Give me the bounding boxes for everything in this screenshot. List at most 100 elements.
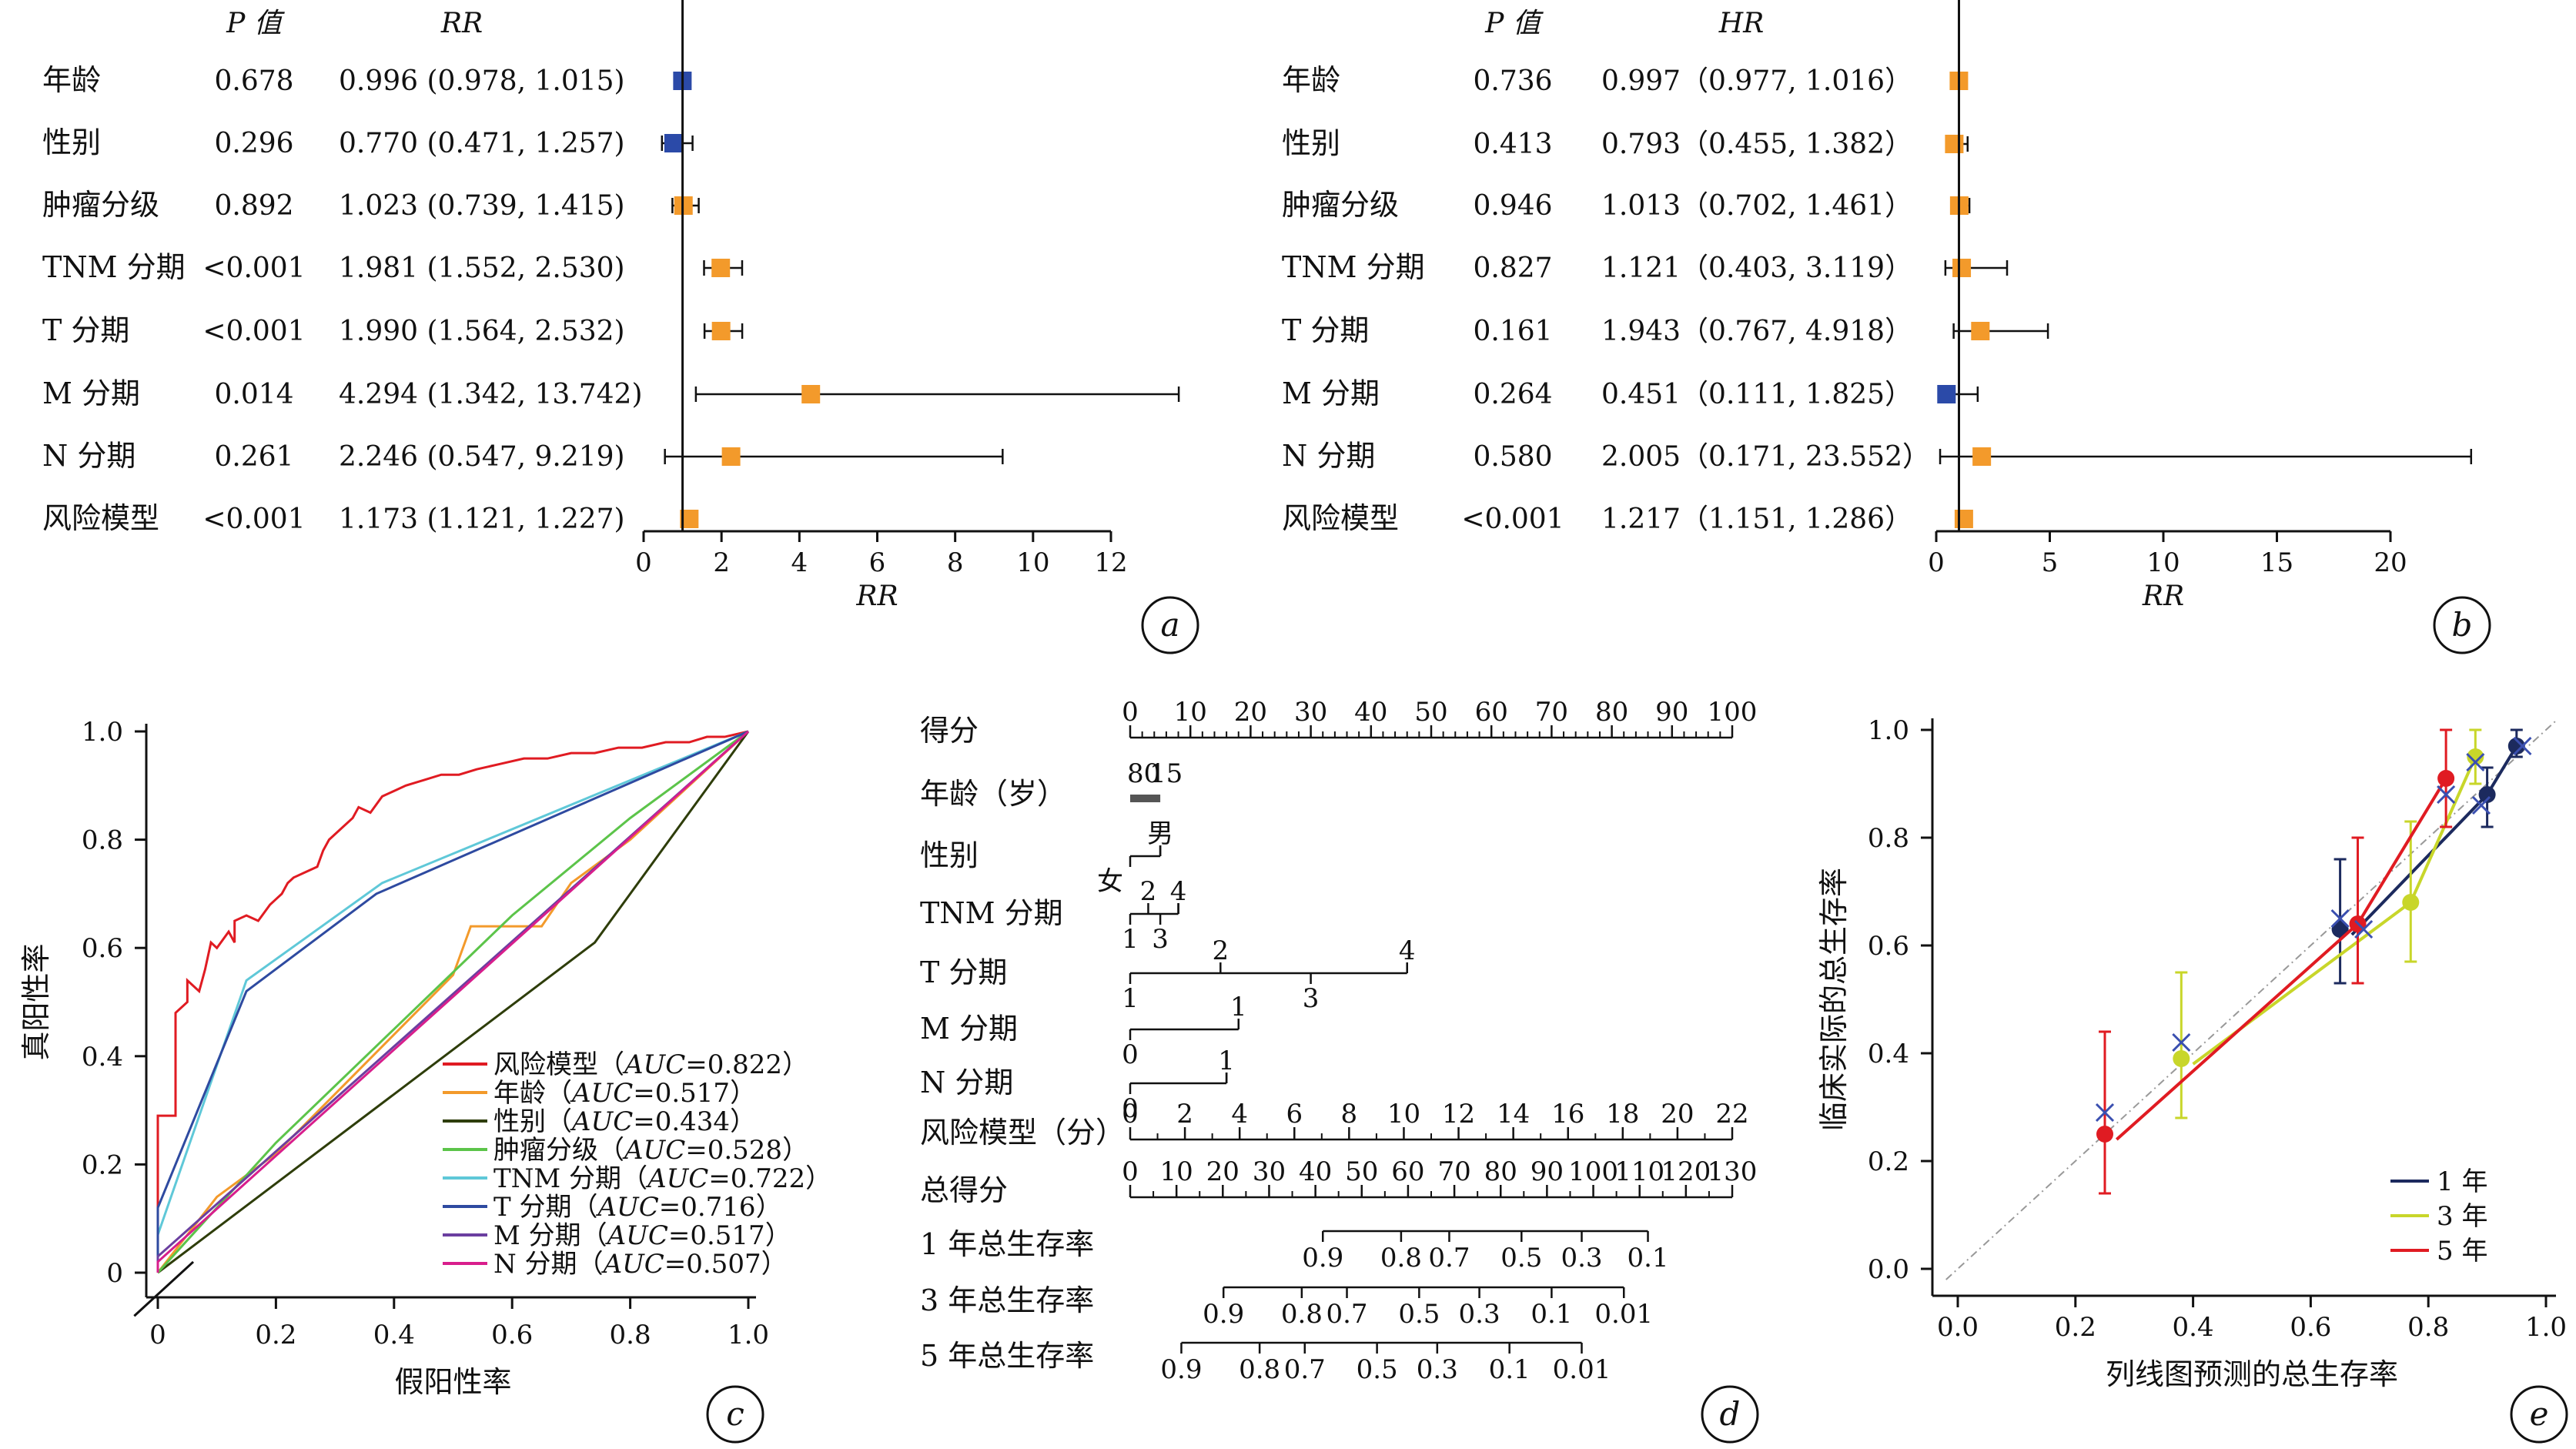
legend-auc: =0.507 (664, 1249, 761, 1280)
nomogram-tick-label: 10 (1160, 1156, 1193, 1187)
legend-paren: （ (577, 1249, 604, 1280)
nomogram-tick-label: 40 (1354, 697, 1387, 728)
row-label: T 分期 (42, 313, 129, 347)
y-tick-label: 0.8 (82, 825, 123, 856)
legend-paren: （ (546, 1078, 572, 1109)
x-axis-label: 列线图预测的总生存率 (2106, 1357, 2398, 1391)
panel-label-circle (706, 1385, 764, 1444)
estimate-text: 1.173 (1.121, 1.227) (339, 504, 625, 535)
legend-auc-key: AUC (601, 1249, 664, 1280)
calibration-point (2467, 748, 2484, 765)
row-label: M 分期 (1282, 376, 1380, 410)
nomogram-row-label: 3 年总生存率 (920, 1283, 1094, 1317)
p-value: 0.827 (1473, 253, 1552, 284)
x-tick-label: 1.0 (728, 1320, 769, 1350)
legend-name: 肿瘤分级 (493, 1135, 598, 1166)
x-tick-label: 0.0 (1937, 1312, 1979, 1343)
calibration-line (2350, 745, 2518, 936)
legend-auc-key: AUC (570, 1106, 633, 1137)
legend-auc-key: AUC (622, 1049, 685, 1080)
nomogram-tick-label: 30 (1294, 697, 1327, 728)
roc-series-line (156, 730, 749, 1273)
estimate-text: 1.121（0.403, 3.119） (1601, 253, 1912, 284)
nomogram-tick-label: 0.8 (1239, 1354, 1280, 1385)
row-label: 性别 (42, 125, 101, 159)
legend-paren: ） (782, 1049, 808, 1080)
legend-auc-key: AUC (570, 1078, 633, 1109)
calibration-point (2437, 770, 2455, 787)
nomogram-tick-label: 0 (1122, 1099, 1139, 1129)
p-value: 0.678 (214, 65, 293, 97)
panel-label: b (2452, 606, 2473, 644)
nomogram-point-label: 3 (1152, 924, 1169, 955)
nomogram-row-label: 性别 (920, 838, 979, 872)
estimate-text: 2.005（0.171, 23.552） (1601, 441, 1930, 473)
estimate-text: 0.770 (0.471, 1.257) (339, 128, 625, 159)
roc-series-line (156, 730, 749, 1274)
calibration-line (2115, 777, 2447, 1141)
nomogram-tick-label: 0 (1122, 1156, 1139, 1187)
est-header: RR (440, 8, 483, 39)
x-tick-label: 0.2 (2055, 1312, 2096, 1343)
x-tick-label: 8 (947, 547, 964, 578)
legend-auc: =0.822 (685, 1049, 782, 1080)
x-tick-label: 0.4 (373, 1320, 415, 1350)
legend-auc: =0.517 (633, 1078, 730, 1109)
p-value: <0.001 (202, 504, 305, 535)
nomogram-tick-label: 110 (1614, 1156, 1664, 1187)
y-tick-label: 0.6 (82, 933, 123, 964)
y-tick-label: 0 (106, 1258, 123, 1289)
x-tick-label: 2 (713, 547, 730, 578)
x-tick-label: 5 (2042, 547, 2059, 578)
estimate-text: 0.451（0.111, 1.825） (1601, 379, 1912, 410)
nomogram-tick-label: 70 (1535, 697, 1568, 728)
legend-entry: 性别（AUC=0.434） (493, 1106, 756, 1137)
nomogram-point-label: 80 (1127, 758, 1160, 789)
panel-label-circle (1141, 596, 1199, 654)
nomogram-tick-label: 22 (1715, 1099, 1748, 1129)
nomogram-tick-label: 130 (1708, 1156, 1758, 1187)
p-value: 0.261 (214, 441, 293, 473)
legend-name: T 分期 (493, 1192, 572, 1223)
y-tick-label: 0.4 (1868, 1039, 1909, 1069)
p-value: 0.014 (214, 379, 293, 410)
x-tick-label: 4 (791, 547, 808, 578)
nomogram-tick-label: 0.7 (1428, 1243, 1470, 1273)
nomogram-point-label: 1 (1230, 992, 1247, 1022)
legend-auc-key: AUC (622, 1135, 685, 1166)
row-label: 风险模型 (42, 501, 159, 535)
nomogram-tick-label: 0.01 (1553, 1354, 1611, 1385)
nomogram-tick-label: 14 (1497, 1099, 1530, 1129)
nomogram-point-label: 男 (1147, 818, 1173, 849)
nomogram-row-label: 得分 (920, 714, 979, 748)
calibration-line (2192, 756, 2477, 1066)
legend-name: 性别 (493, 1106, 546, 1137)
cross-marker (2330, 909, 2350, 929)
nomogram-tick-label: 90 (1531, 1156, 1564, 1187)
nomogram-tick-label: 0.7 (1326, 1299, 1367, 1330)
nomogram-point-label: 1 (1122, 924, 1139, 955)
p-value: <0.001 (202, 316, 305, 347)
age-bar (1130, 795, 1161, 802)
calibration-point (2507, 738, 2525, 755)
legend-auc: =0.716 (659, 1192, 756, 1223)
x-tick-label: 10 (2146, 547, 2180, 578)
estimate-text: 1.943（0.767, 4.918） (1601, 316, 1912, 347)
legend-name: 风险模型 (493, 1049, 598, 1080)
legend-entry: 肿瘤分级（AUC=0.528） (493, 1135, 808, 1166)
y-tick-label: 0.2 (1868, 1146, 1909, 1177)
legend-auc-key: AUC (605, 1220, 668, 1251)
nomogram-row-label: 年龄（岁） (920, 777, 1066, 811)
roc-series-line (157, 731, 750, 1274)
legend-entry: 1 年 (2437, 1166, 2487, 1197)
nomogram-tick-label: 4 (1231, 1099, 1248, 1129)
estimate-marker (801, 385, 821, 403)
row-label: 风险模型 (1282, 501, 1399, 535)
nomogram-tick-label: 120 (1661, 1156, 1711, 1187)
nomogram-row-label: M 分期 (920, 1012, 1018, 1046)
y-tick-label: 0.8 (1868, 823, 1909, 854)
legend-paren: ） (805, 1163, 831, 1194)
nomogram-point-label: 1 (1218, 1046, 1235, 1076)
nomogram-row-label: T 分期 (920, 955, 1007, 989)
